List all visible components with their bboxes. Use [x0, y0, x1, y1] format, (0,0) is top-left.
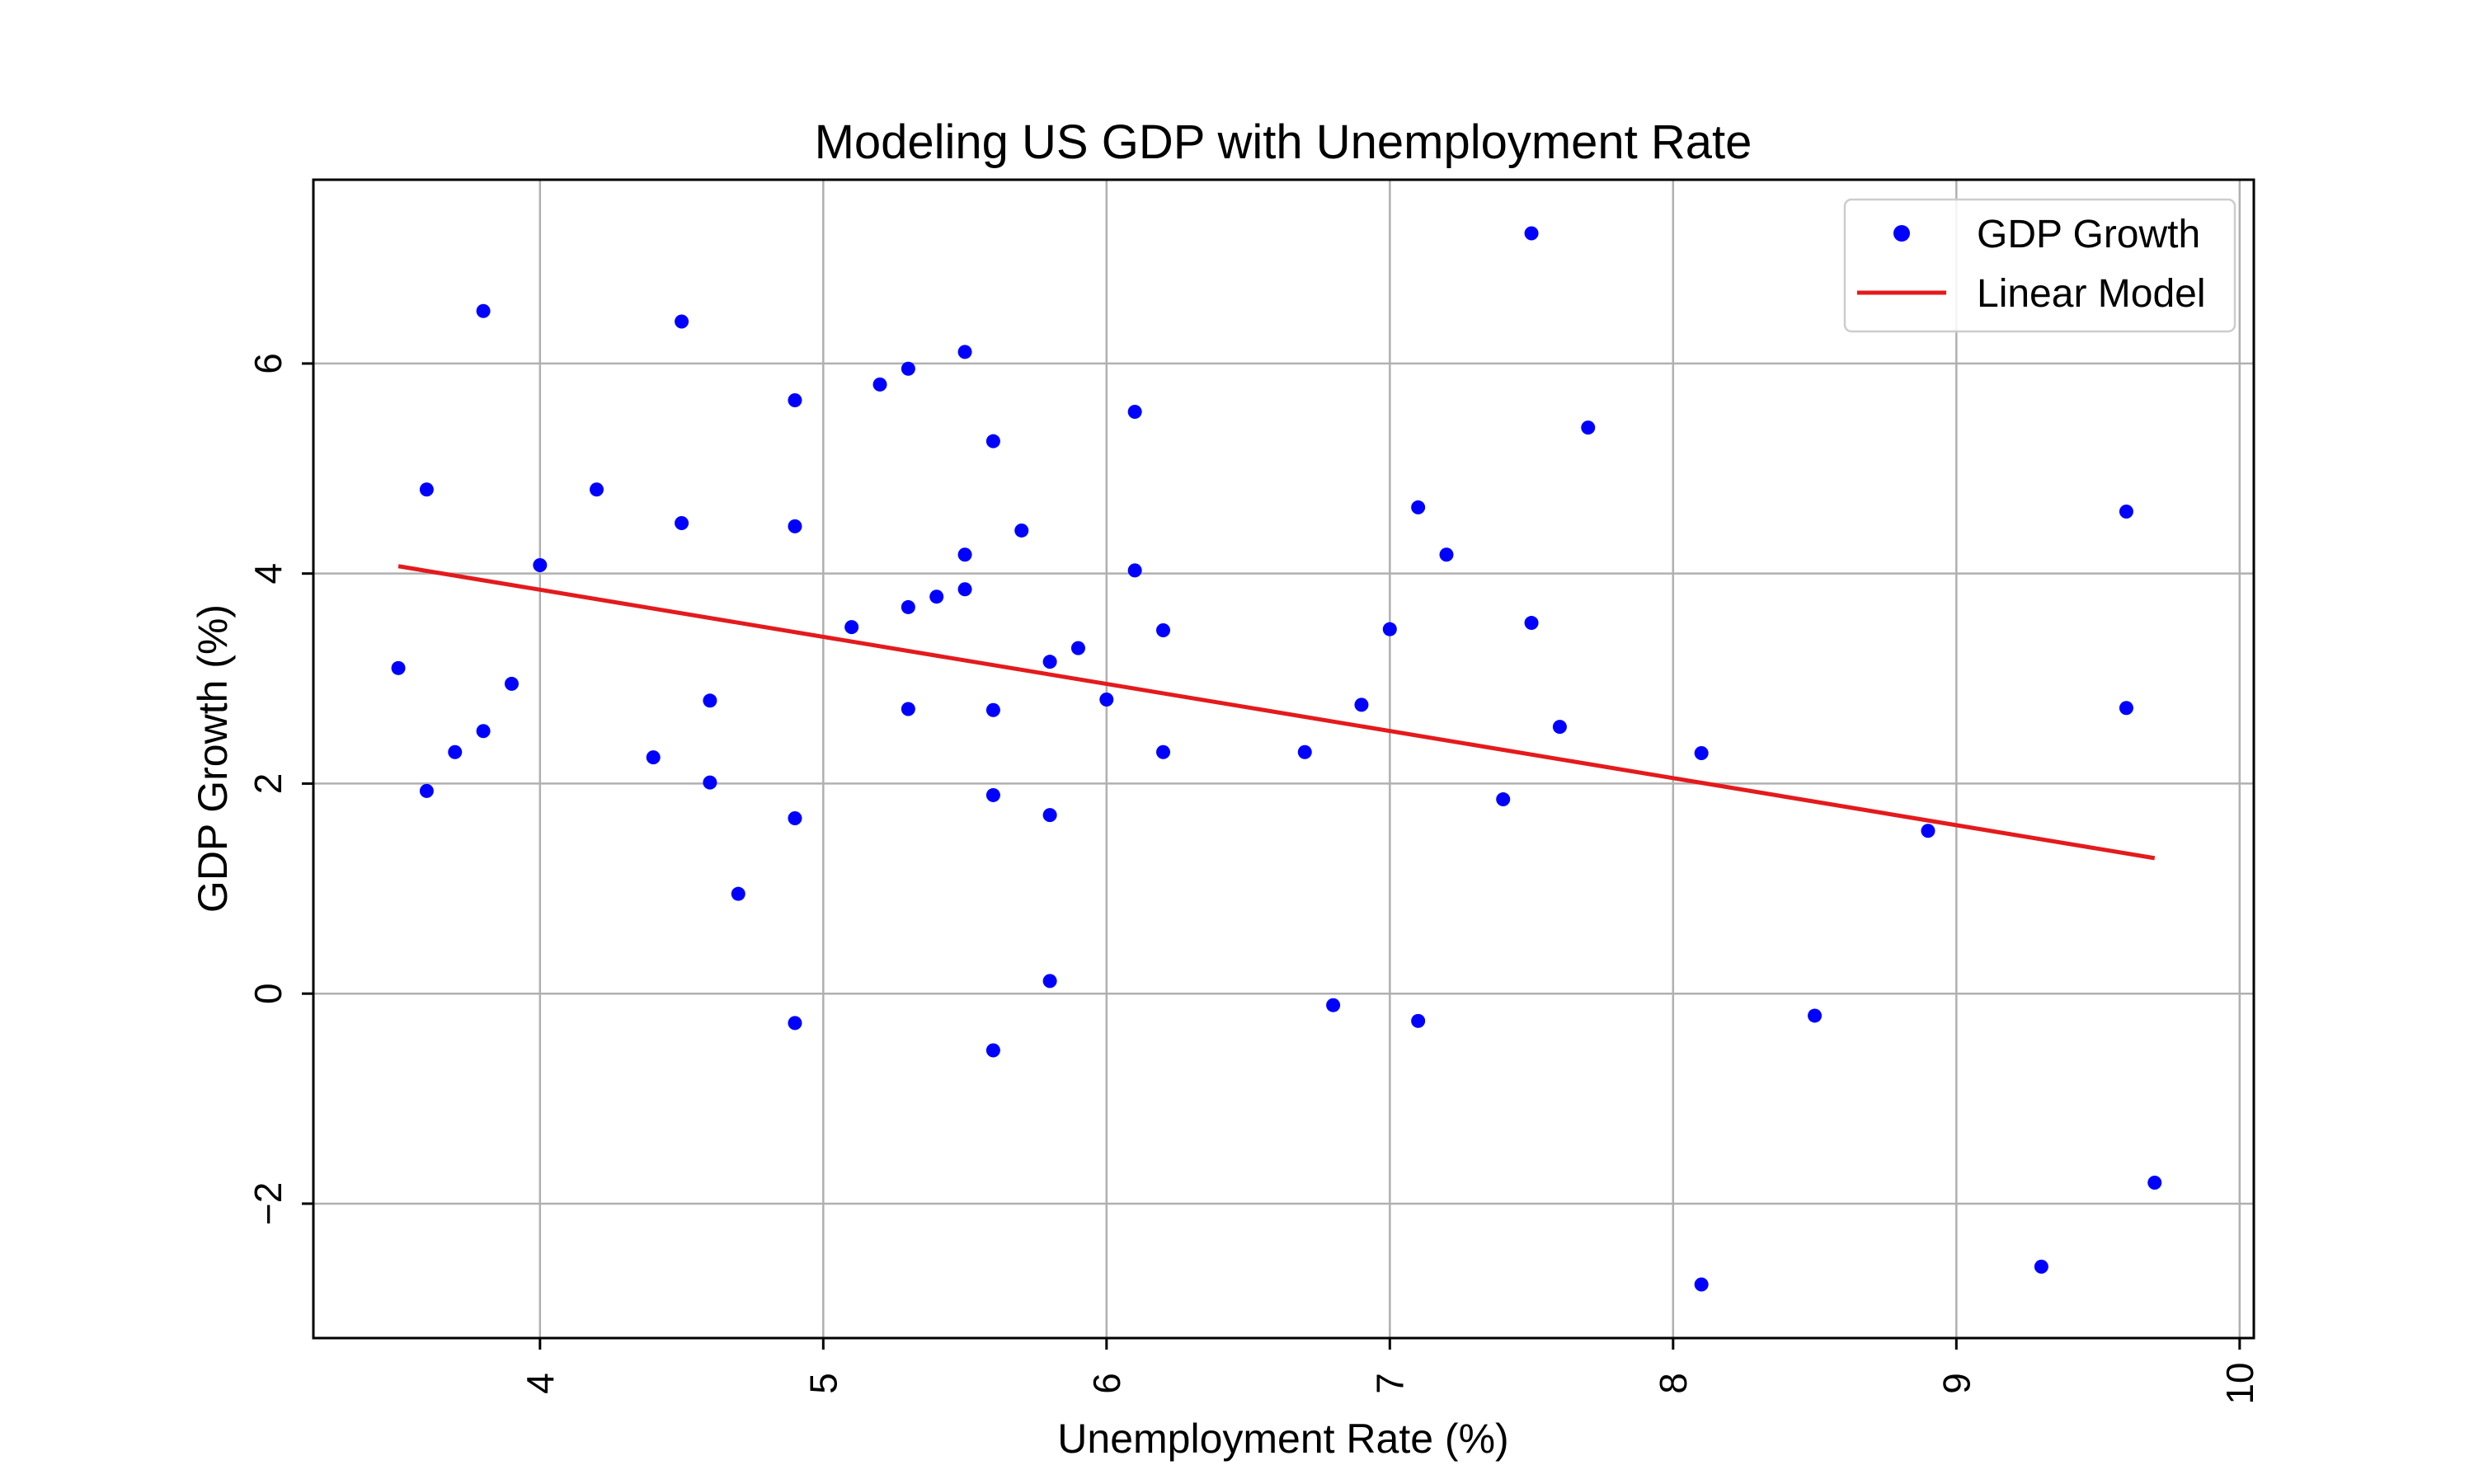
data-point: [419, 482, 434, 497]
data-point: [872, 377, 887, 392]
data-point: [1808, 1008, 1823, 1023]
y-tick-label: 2: [247, 773, 289, 795]
data-point: [1014, 523, 1029, 538]
data-point: [1524, 226, 1539, 241]
data-point: [1156, 744, 1171, 759]
data-point: [1524, 616, 1539, 631]
data-point: [1411, 1013, 1426, 1028]
data-point: [448, 744, 463, 759]
data-point: [590, 482, 604, 497]
data-point: [391, 660, 406, 675]
legend-label-gdp-growth: GDP Growth: [1977, 213, 2200, 256]
data-point: [2119, 701, 2133, 716]
data-point: [703, 693, 717, 708]
data-point: [929, 589, 944, 604]
data-point: [504, 676, 519, 691]
legend-box: [1843, 198, 2236, 333]
y-axis-label: GDP Growth (%): [190, 604, 236, 913]
data-point: [957, 345, 972, 359]
data-point: [957, 582, 972, 597]
data-point: [1042, 974, 1057, 989]
linear-model-line: [397, 564, 2156, 861]
gdp-growth-series: [391, 226, 2162, 1292]
data-point: [788, 1016, 802, 1031]
data-point: [901, 702, 915, 716]
axis-ticks: 4 5 6 7 8 9 10 −2 0 2 4 6: [247, 353, 2261, 1404]
data-point: [1297, 744, 1312, 759]
data-point: [703, 775, 717, 790]
data-point: [675, 516, 689, 531]
x-tick-label: 10: [2218, 1362, 2261, 1404]
data-point: [1326, 998, 1341, 1012]
data-point: [1581, 420, 1596, 435]
data-point: [1921, 824, 1935, 838]
x-tick-label: 7: [1368, 1373, 1411, 1394]
data-point: [1382, 622, 1397, 636]
data-point: [1496, 792, 1511, 807]
x-tick-label: 8: [1652, 1373, 1695, 1394]
data-point: [1156, 622, 1171, 637]
x-tick-label: 5: [802, 1373, 844, 1394]
x-axis-label: Unemployment Rate (%): [1057, 1416, 1508, 1462]
data-point: [1042, 808, 1057, 823]
data-point: [1411, 500, 1426, 514]
data-point: [1127, 405, 1142, 420]
x-tick-label: 4: [519, 1373, 562, 1394]
grid-lines: [313, 180, 2254, 1338]
plot-frame: [312, 178, 2255, 1340]
linear-model-series: [397, 564, 2156, 861]
data-point: [419, 783, 434, 798]
x-tick-label: 6: [1085, 1373, 1128, 1394]
data-point: [731, 886, 745, 901]
chart-title: Modeling US GDP with Unemployment Rate: [815, 115, 1752, 169]
x-tick-label: 9: [1935, 1373, 1978, 1394]
data-point: [1694, 745, 1709, 760]
data-point: [533, 557, 548, 572]
y-tick-label: 4: [247, 563, 289, 585]
data-point: [476, 724, 491, 739]
data-point: [788, 519, 802, 533]
data-point: [985, 702, 1000, 717]
legend-marker-gdp-growth: [1893, 225, 1910, 242]
data-point: [476, 303, 491, 318]
data-point: [1552, 720, 1567, 735]
data-point: [985, 787, 1000, 802]
data-point: [788, 810, 802, 825]
data-point: [957, 547, 972, 562]
data-point: [2119, 505, 2133, 519]
data-point: [1694, 1277, 1709, 1292]
data-point: [985, 434, 1000, 448]
data-point: [1099, 693, 1114, 707]
legend: GDP Growth Linear Model: [1843, 198, 2236, 333]
data-point: [2034, 1259, 2048, 1274]
y-tick-label: −2: [247, 1182, 289, 1225]
data-point: [1354, 697, 1369, 712]
data-point: [901, 599, 915, 614]
data-point: [844, 620, 859, 635]
data-point: [1127, 563, 1142, 578]
y-tick-label: 6: [247, 353, 289, 374]
data-point: [901, 361, 915, 376]
data-point: [1042, 655, 1057, 669]
data-point: [788, 392, 802, 407]
data-point: [2147, 1175, 2162, 1190]
data-point: [1070, 641, 1085, 655]
data-point: [675, 314, 689, 329]
data-point: [985, 1043, 1000, 1058]
data-point: [646, 750, 661, 765]
data-point: [1439, 547, 1454, 562]
y-tick-label: 0: [247, 983, 289, 1004]
legend-label-linear-model: Linear Model: [1977, 272, 2206, 316]
